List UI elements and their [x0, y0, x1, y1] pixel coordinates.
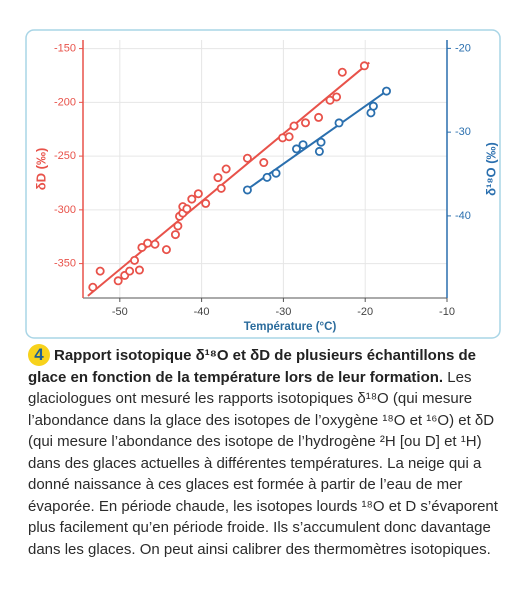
- point: [314, 146, 324, 156]
- y-tick-label: -250: [54, 150, 76, 162]
- y-tick-label: -150: [54, 43, 76, 55]
- point: [298, 140, 308, 150]
- point: [289, 121, 299, 131]
- point: [88, 282, 98, 292]
- point: [262, 172, 272, 182]
- point: [221, 164, 231, 174]
- x-tick-label: -40: [194, 306, 210, 318]
- y-tick-label: -300: [54, 204, 76, 216]
- point: [300, 118, 310, 128]
- point: [381, 86, 391, 96]
- point: [314, 112, 324, 122]
- point: [216, 183, 226, 193]
- chart: Température (°C) δD (‰) δ¹⁸O (‰) -50 -40 -…: [25, 29, 501, 339]
- point: [337, 67, 347, 77]
- point: [143, 238, 153, 248]
- y-tick-label: -350: [54, 258, 76, 270]
- point: [134, 265, 144, 275]
- point: [137, 242, 147, 252]
- point: [332, 92, 342, 102]
- x-tick-label: -20: [357, 306, 373, 318]
- point: [150, 239, 160, 249]
- point: [173, 221, 183, 231]
- point: [187, 194, 197, 204]
- y2-axis-title: δ¹⁸O (‰): [483, 142, 498, 196]
- point: [161, 245, 171, 255]
- point: [368, 101, 378, 111]
- caption-body: Les glaciologues ont mesuré les rapports…: [28, 368, 498, 558]
- y-axis-title: δD (‰): [33, 148, 48, 191]
- y-tick-label: -200: [54, 96, 76, 108]
- point: [193, 189, 203, 199]
- point: [170, 230, 180, 240]
- point: [242, 185, 252, 195]
- chart-frame: [25, 29, 501, 339]
- point: [125, 266, 135, 276]
- point: [213, 173, 223, 183]
- point: [259, 158, 269, 168]
- x-tick-label: -10: [439, 306, 455, 318]
- point: [334, 118, 344, 128]
- x-tick-label: -30: [275, 306, 291, 318]
- point: [291, 144, 301, 154]
- x-tick-label: -50: [112, 306, 128, 318]
- x-axis-title: Température (°C): [244, 321, 337, 333]
- figure-number: 4: [28, 344, 50, 366]
- point: [130, 255, 140, 265]
- point: [271, 168, 281, 178]
- point: [316, 137, 326, 147]
- point: [95, 266, 105, 276]
- y2-tick-label: -30: [455, 126, 471, 138]
- point: [284, 132, 294, 142]
- caption: 4 Rapport isotopique δ¹⁸O et δD de plusie…: [28, 344, 500, 560]
- point: [201, 198, 211, 208]
- caption-title: Rapport isotopique δ¹⁸O et δD de plusieu…: [28, 347, 476, 386]
- y2-tick-label: -20: [455, 42, 471, 54]
- point: [113, 276, 123, 286]
- point: [182, 204, 192, 214]
- y2-tick-label: -40: [455, 210, 471, 222]
- point: [242, 153, 252, 163]
- point: [359, 61, 369, 71]
